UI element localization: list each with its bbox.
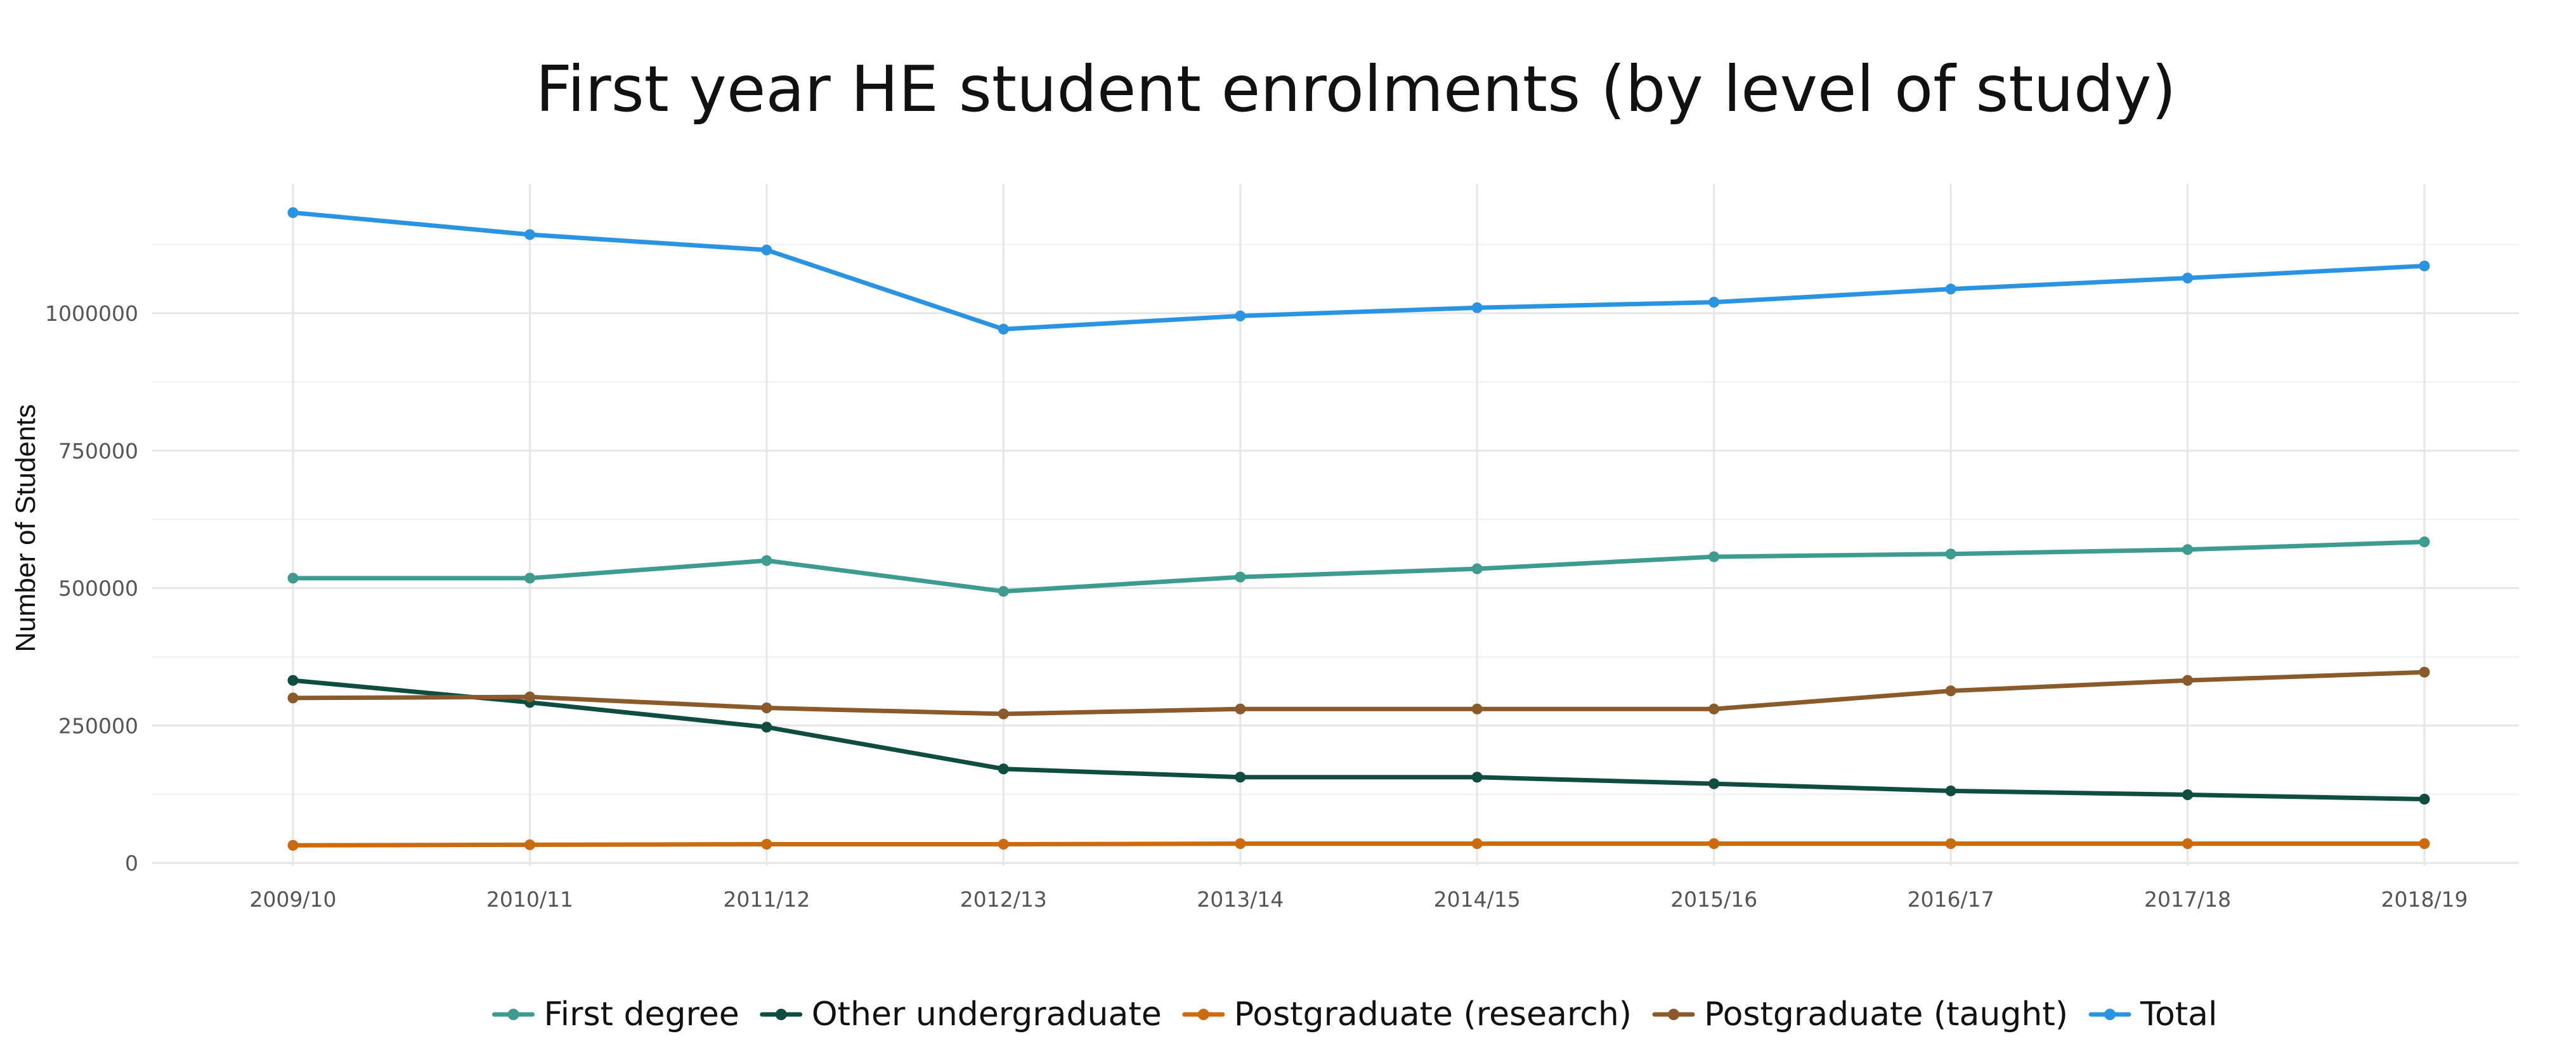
x-tick-label: 2018/19 <box>2381 887 2468 912</box>
data-point <box>2182 838 2194 850</box>
x-tick-label: 2017/18 <box>2144 887 2231 912</box>
series-line <box>290 670 2427 716</box>
data-point <box>1945 283 1956 295</box>
data-point <box>1471 302 1483 313</box>
data-point <box>998 763 1009 775</box>
data-point <box>998 708 1009 720</box>
data-point <box>524 573 535 584</box>
data-point <box>1945 685 1956 697</box>
x-tick-label: 2013/14 <box>1197 887 1284 912</box>
series-postgraduate-research <box>287 838 2430 851</box>
data-point <box>287 839 299 851</box>
data-point <box>1708 778 1720 789</box>
data-point <box>761 244 772 256</box>
data-point <box>998 586 1009 597</box>
data-point <box>2182 675 2194 686</box>
data-point <box>998 323 1009 335</box>
data-point <box>2182 273 2194 284</box>
series-total <box>287 207 2430 335</box>
legend-label: Other undergraduate <box>812 995 1162 1033</box>
data-point <box>287 207 299 218</box>
data-point <box>1471 838 1483 850</box>
legend-key-point <box>2104 1009 2116 1020</box>
legend-key-point <box>1197 1009 1209 1020</box>
series-other-undergraduate <box>287 675 2430 805</box>
data-point <box>2419 793 2430 805</box>
series-lines <box>287 207 2430 851</box>
x-tick-label: 2010/11 <box>486 887 573 912</box>
y-tick-label: 750000 <box>58 439 138 463</box>
data-point <box>1945 838 1956 850</box>
data-point <box>524 229 535 240</box>
legend-key-point <box>507 1009 519 1020</box>
data-point <box>1471 563 1483 574</box>
data-point <box>287 675 299 686</box>
series-line <box>290 678 2427 801</box>
data-point <box>761 722 772 733</box>
data-point <box>2182 544 2194 555</box>
data-point <box>1471 772 1483 783</box>
series-line <box>290 210 2427 332</box>
data-point <box>761 555 772 566</box>
data-point <box>761 839 772 850</box>
x-tick-label: 2015/16 <box>1670 887 1757 912</box>
data-point <box>761 703 772 714</box>
data-point <box>1708 551 1720 562</box>
data-point <box>2419 666 2430 678</box>
y-axis-ticks: 0 250000 500000 750000 1000000 <box>45 301 138 876</box>
data-point <box>2419 260 2430 271</box>
data-point <box>1708 838 1720 850</box>
y-tick-label: 1000000 <box>45 301 138 326</box>
y-tick-label: 250000 <box>58 713 138 738</box>
data-point <box>1945 548 1956 560</box>
data-point <box>2419 536 2430 548</box>
x-tick-label: 2011/12 <box>723 887 810 912</box>
data-point <box>2182 789 2194 800</box>
legend-label: Total <box>2140 995 2217 1033</box>
legend-label: First degree <box>544 995 739 1033</box>
data-point <box>524 691 535 703</box>
x-axis-ticks: 2009/10 2010/11 2011/12 2012/13 2013/14 2014/… <box>249 887 2468 912</box>
series-line <box>290 540 2427 594</box>
grid <box>152 184 2519 865</box>
series-first-degree <box>287 536 2430 597</box>
x-tick-label: 2009/10 <box>249 887 336 912</box>
series-line <box>290 841 2427 848</box>
data-point <box>1708 703 1720 715</box>
series-postgraduate-taught <box>287 666 2430 720</box>
legend-label: Postgraduate (taught) <box>1704 995 2068 1033</box>
data-point <box>287 692 299 704</box>
x-tick-label: 2014/15 <box>1434 887 1521 912</box>
x-tick-label: 2012/13 <box>960 887 1047 912</box>
legend-key-point <box>1668 1009 1680 1020</box>
x-tick-label: 2016/17 <box>1908 887 1994 912</box>
data-point <box>1235 703 1246 715</box>
chart-title: First year HE student enrolments (by lev… <box>535 52 2176 126</box>
data-point <box>1235 571 1246 583</box>
legend-label: Postgraduate (research) <box>1234 995 1632 1033</box>
data-point <box>1235 772 1246 783</box>
data-point <box>998 839 1009 850</box>
data-point <box>1708 297 1720 308</box>
data-point <box>1471 703 1483 715</box>
data-point <box>2419 838 2430 850</box>
data-point <box>1235 838 1246 850</box>
data-point <box>1235 310 1246 321</box>
y-axis-label: Number of Students <box>10 404 41 652</box>
legend: First degree Other undergraduate Postgradu… <box>492 995 2217 1033</box>
data-point <box>524 839 535 850</box>
data-point <box>1945 785 1956 796</box>
legend-key-point <box>775 1009 787 1020</box>
data-point <box>287 573 299 584</box>
y-tick-label: 500000 <box>58 576 138 601</box>
y-tick-label: 0 <box>125 851 138 876</box>
